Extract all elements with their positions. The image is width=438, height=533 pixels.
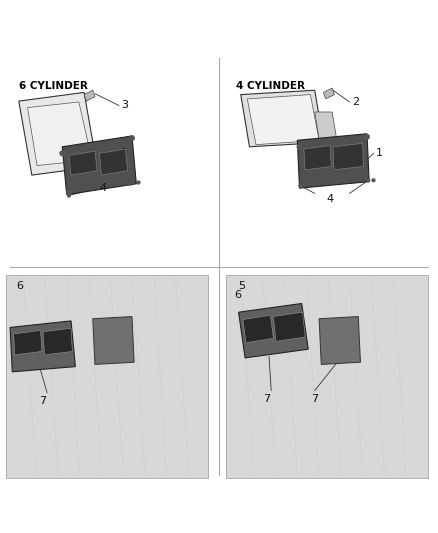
Text: 5: 5: [239, 281, 246, 291]
Polygon shape: [99, 149, 127, 175]
Bar: [6, 275, 208, 478]
Polygon shape: [241, 90, 323, 147]
Text: 4 CYLINDER: 4 CYLINDER: [237, 81, 305, 91]
Text: 6: 6: [234, 290, 241, 300]
Circle shape: [297, 144, 302, 149]
Text: 2: 2: [352, 97, 359, 107]
Polygon shape: [319, 317, 360, 365]
Text: 3: 3: [121, 100, 128, 110]
Polygon shape: [10, 321, 75, 372]
Circle shape: [66, 190, 71, 195]
Text: 7: 7: [39, 397, 46, 407]
Polygon shape: [323, 88, 334, 99]
Circle shape: [137, 181, 140, 184]
Text: 1: 1: [121, 148, 128, 158]
Text: 7: 7: [311, 394, 318, 404]
Polygon shape: [273, 312, 305, 341]
Bar: [226, 275, 428, 478]
Polygon shape: [297, 134, 369, 188]
Polygon shape: [304, 146, 331, 170]
Circle shape: [367, 179, 370, 182]
Circle shape: [299, 184, 303, 188]
Text: 7: 7: [263, 394, 270, 404]
Circle shape: [364, 134, 370, 140]
Circle shape: [129, 135, 134, 141]
Polygon shape: [19, 92, 97, 175]
Text: 1: 1: [376, 148, 383, 158]
Polygon shape: [43, 328, 72, 355]
Circle shape: [372, 179, 375, 182]
Circle shape: [128, 182, 131, 185]
Polygon shape: [62, 136, 136, 195]
Polygon shape: [247, 94, 319, 144]
Text: 4: 4: [326, 194, 334, 204]
Polygon shape: [239, 303, 308, 358]
Polygon shape: [84, 90, 95, 101]
Text: 6: 6: [17, 281, 24, 291]
Circle shape: [67, 194, 71, 197]
Polygon shape: [93, 317, 134, 365]
Polygon shape: [28, 102, 92, 166]
Polygon shape: [69, 151, 97, 175]
Text: 6 CYLINDER: 6 CYLINDER: [19, 81, 88, 91]
Polygon shape: [14, 330, 42, 355]
Text: 4: 4: [99, 183, 106, 193]
Polygon shape: [243, 315, 273, 343]
Circle shape: [60, 151, 65, 156]
Polygon shape: [333, 143, 364, 170]
Polygon shape: [315, 112, 336, 139]
